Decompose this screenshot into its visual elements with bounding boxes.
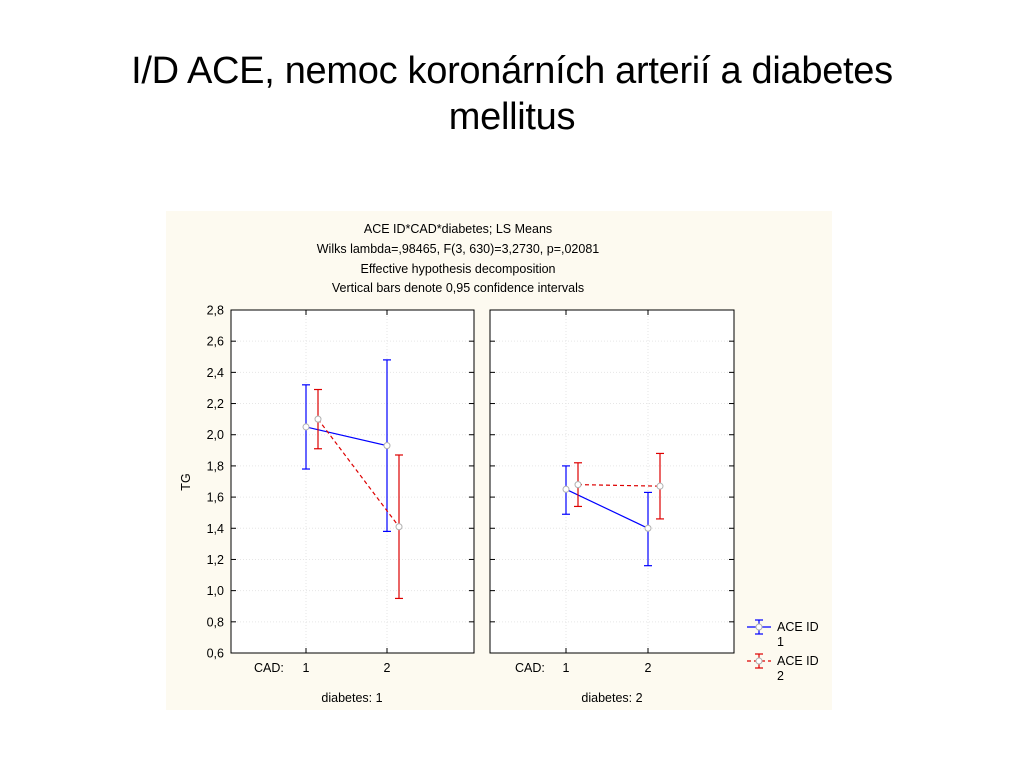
y-tick-label: 2,2 (207, 397, 224, 411)
y-tick-label: 1,4 (207, 522, 224, 536)
x-factor-label: CAD: (515, 661, 545, 675)
slide-title-line1: I/D ACE, nemoc koronárních arterií a dia… (131, 50, 893, 92)
chart-layer: ACE ID*CAD*diabetes; LS Means Wilks lambd… (179, 222, 819, 705)
chart-header-line-4: Vertical bars denote 0,95 confidence int… (332, 281, 584, 295)
y-tick-label: 2,6 (207, 335, 224, 349)
y-tick-label: 1,6 (207, 491, 224, 505)
series-line (317, 418, 400, 528)
legend-label-sub: 1 (777, 635, 784, 649)
data-point (395, 523, 403, 531)
panel-label: diabetes: 1 (321, 691, 382, 705)
series-line (305, 426, 388, 447)
legend-label: ACE ID (777, 620, 819, 634)
data-point (562, 485, 570, 493)
data-point (656, 482, 664, 490)
legend-marker (755, 657, 763, 665)
data-point (644, 524, 652, 532)
y-tick-label: 1,0 (207, 584, 224, 598)
slide-title-line2: mellitus (448, 96, 576, 138)
legend-marker (755, 623, 763, 631)
chart-header-line-3: Effective hypothesis decomposition (360, 262, 555, 276)
data-point (302, 423, 310, 431)
x-tick-label: 2 (384, 661, 391, 675)
y-tick-label: 2,0 (207, 428, 224, 442)
x-tick-label: 2 (645, 661, 652, 675)
y-tick-label: 1,8 (207, 459, 224, 473)
y-tick-label: 2,8 (207, 304, 224, 318)
plot-area (231, 310, 474, 653)
legend-label: ACE ID (777, 654, 819, 668)
plot-frame (230, 309, 475, 654)
x-tick-label: 1 (563, 661, 570, 675)
chart-header-line-2: Wilks lambda=,98465, F(3, 630)=3,2730, p… (317, 242, 600, 256)
x-tick-label: 1 (303, 661, 310, 675)
chart-header-line-1: ACE ID*CAD*diabetes; LS Means (364, 222, 552, 236)
data-point (574, 481, 582, 489)
slide-title: I/D ACE, nemoc koronárních arterií a dia… (60, 48, 964, 140)
data-point (314, 415, 322, 423)
plot-frame (489, 309, 735, 654)
legend-label-sub: 2 (777, 669, 784, 683)
y-axis-label: TG (179, 473, 193, 490)
data-point (383, 442, 391, 450)
y-tick-label: 0,8 (207, 615, 224, 629)
x-factor-label: CAD: (254, 661, 284, 675)
panel-label: diabetes: 2 (581, 691, 642, 705)
series-line (565, 488, 649, 529)
y-tick-label: 0,6 (207, 647, 224, 661)
y-tick-label: 1,2 (207, 553, 224, 567)
y-tick-label: 2,4 (207, 366, 224, 380)
plot-area (490, 310, 734, 653)
